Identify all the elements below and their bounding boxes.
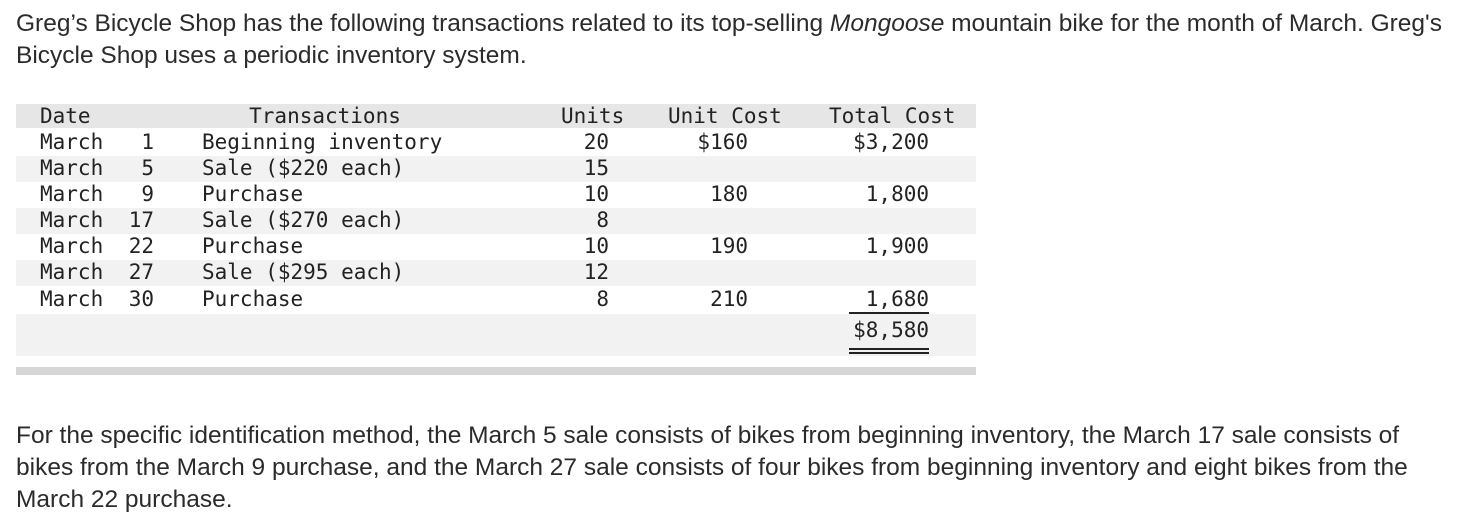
header-transactions: Transactions bbox=[249, 104, 401, 128]
header-units: Units bbox=[561, 104, 625, 128]
row-day: 17 bbox=[128, 208, 154, 232]
row-units: 20 bbox=[583, 130, 609, 154]
row-day: 1 bbox=[141, 130, 154, 154]
row-day: 9 bbox=[141, 182, 154, 206]
row-units: 8 bbox=[596, 208, 609, 232]
row-units: 12 bbox=[583, 260, 609, 284]
intro-paragraph: Greg’s Bicycle Shop has the following tr… bbox=[16, 8, 1446, 72]
row-units: 10 bbox=[583, 234, 609, 258]
row-day: 5 bbox=[141, 156, 154, 180]
row-month: March bbox=[40, 156, 104, 180]
row-month: March bbox=[40, 260, 104, 284]
inventory-table: Date Transactions Units Unit Cost Total … bbox=[16, 104, 976, 356]
header-band bbox=[16, 104, 976, 128]
row-unit-cost: 210 bbox=[710, 287, 748, 311]
row-day: 22 bbox=[128, 234, 154, 258]
total-underline bbox=[849, 312, 929, 314]
row-band bbox=[16, 208, 976, 234]
total-band bbox=[16, 314, 976, 356]
row-unit-cost: $160 bbox=[697, 130, 748, 154]
row-month: March bbox=[40, 234, 104, 258]
brand-name: Mongoose bbox=[829, 10, 945, 37]
intro-text-1: Greg’s Bicycle Shop has the following tr… bbox=[16, 10, 830, 37]
row-band bbox=[16, 156, 976, 182]
row-total-cost: $3,200 bbox=[853, 130, 929, 154]
intro-text-2: mountain bike for the month of March. Gr… bbox=[16, 10, 1442, 69]
row-total-cost: 1,900 bbox=[865, 234, 929, 258]
row-units: 8 bbox=[596, 287, 609, 311]
row-month: March bbox=[40, 130, 104, 154]
grand-total-double-underline bbox=[849, 348, 929, 354]
row-transaction: Purchase bbox=[202, 287, 304, 311]
header-unit-cost: Unit Cost bbox=[668, 104, 782, 128]
row-band bbox=[16, 260, 976, 286]
row-units: 15 bbox=[583, 156, 609, 180]
grand-total: $8,580 bbox=[853, 318, 929, 342]
row-total-cost: 1,680 bbox=[865, 287, 929, 311]
table-bottom-bar bbox=[16, 367, 976, 375]
row-month: March bbox=[40, 287, 104, 311]
row-transaction: Sale ($220 each) bbox=[202, 156, 405, 180]
row-unit-cost: 190 bbox=[710, 234, 748, 258]
row-day: 30 bbox=[128, 287, 154, 311]
outro-paragraph: For the specific identification method, … bbox=[16, 422, 1408, 513]
row-units: 10 bbox=[583, 182, 609, 206]
row-month: March bbox=[40, 182, 104, 206]
row-transaction: Beginning inventory bbox=[202, 130, 443, 154]
row-day: 27 bbox=[128, 260, 154, 284]
row-transaction: Sale ($270 each) bbox=[202, 208, 405, 232]
row-unit-cost: 180 bbox=[710, 182, 748, 206]
row-transaction: Purchase bbox=[202, 182, 304, 206]
row-month: March bbox=[40, 208, 104, 232]
row-transaction: Purchase bbox=[202, 234, 304, 258]
row-total-cost: 1,800 bbox=[865, 182, 929, 206]
header-total-cost: Total Cost bbox=[829, 104, 956, 128]
header-date: Date bbox=[40, 104, 91, 128]
row-transaction: Sale ($295 each) bbox=[202, 260, 405, 284]
